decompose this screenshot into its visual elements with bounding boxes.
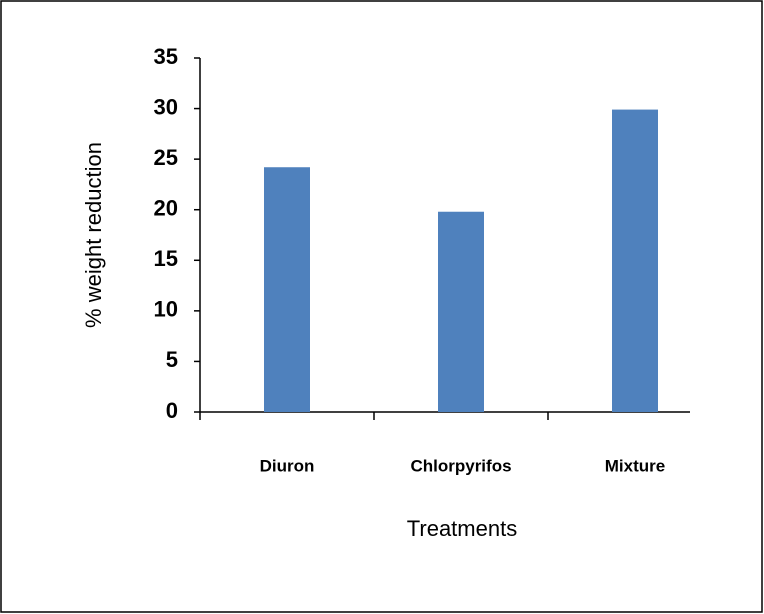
- y-tick-label: 25: [154, 145, 178, 170]
- x-tick-label: Mixture: [605, 456, 665, 475]
- y-tick-label: 0: [166, 398, 178, 423]
- y-tick-label: 30: [154, 94, 178, 119]
- bar: [438, 211, 484, 412]
- y-tick-label: 35: [154, 44, 178, 69]
- y-tick-label: 10: [154, 297, 178, 322]
- bar: [264, 167, 310, 412]
- x-axis-title: Treatments: [407, 516, 517, 541]
- x-tick-label: Chlorpyrifos: [410, 456, 511, 475]
- y-axis-title: % weight reduction: [81, 142, 106, 328]
- x-tick-label: Diuron: [260, 456, 315, 475]
- bar: [612, 109, 658, 412]
- y-tick-label: 20: [154, 196, 178, 221]
- y-tick-label: 15: [154, 246, 178, 271]
- y-tick-label: 5: [166, 347, 178, 372]
